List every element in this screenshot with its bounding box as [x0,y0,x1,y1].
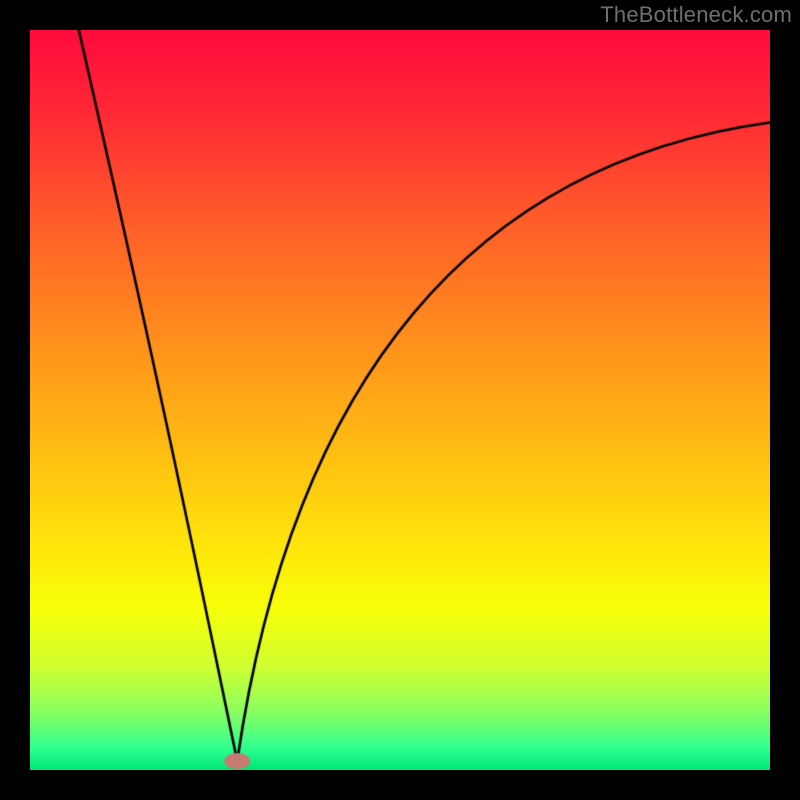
curve-canvas [30,30,770,770]
watermark-text: TheBottleneck.com [600,2,792,28]
chart-container: { "watermark": { "text": "TheBottleneck.… [0,0,800,800]
plot-area [30,30,770,770]
